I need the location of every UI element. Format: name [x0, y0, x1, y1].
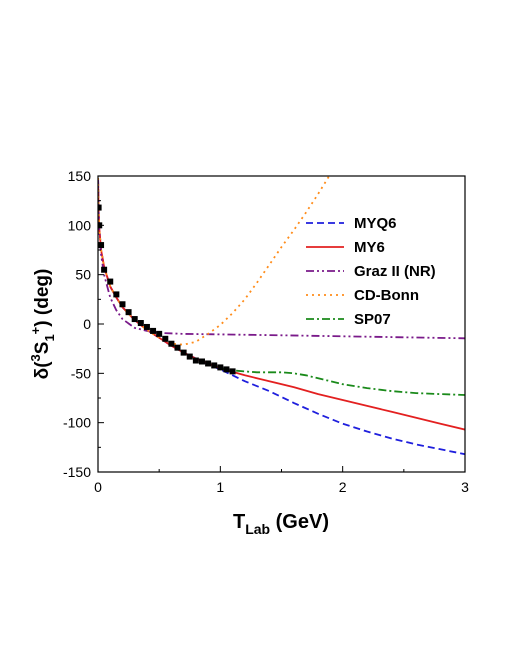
data-point	[98, 242, 105, 249]
data-point	[101, 266, 108, 273]
data-point	[98, 204, 102, 211]
legend-label-my6: MY6	[354, 239, 385, 256]
y-tick-label: 150	[68, 168, 92, 184]
x-tick-label: 2	[339, 479, 347, 495]
data-point	[211, 362, 218, 369]
data-point	[205, 360, 212, 367]
data-point	[143, 323, 150, 330]
series-layer	[98, 176, 465, 456]
series-line-sp07	[220, 367, 465, 396]
y-tick-label: 50	[75, 267, 91, 283]
y-tick-label: -50	[71, 365, 91, 381]
data-point	[223, 366, 230, 373]
x-tick-label: 1	[216, 479, 224, 495]
y-tick-label: -100	[63, 415, 91, 431]
data-point	[186, 353, 193, 360]
legend-label-sp07: SP07	[354, 311, 391, 328]
data-point	[119, 301, 126, 308]
data-point	[131, 316, 138, 323]
data-point	[107, 278, 114, 285]
x-axis-title: TLab (GeV)	[233, 511, 329, 537]
data-point	[180, 349, 187, 356]
data-point	[168, 340, 175, 347]
x-tick-label: 0	[94, 479, 102, 495]
data-point	[137, 320, 144, 327]
y-tick-label: -150	[63, 464, 91, 480]
legend-label-myq6: MYQ6	[354, 215, 397, 232]
y-tick-label: 100	[68, 217, 92, 233]
data-point	[217, 364, 224, 371]
data-point	[150, 327, 157, 334]
series-line-cd-bonn	[98, 176, 331, 346]
data-point	[162, 335, 169, 342]
data-point	[229, 368, 236, 375]
x-tick-label: 3	[461, 479, 469, 495]
data-point	[192, 357, 199, 364]
data-point	[113, 291, 120, 298]
y-axis-title: δ(3S1+) (deg)	[28, 269, 57, 380]
y-tick-label: 0	[83, 316, 91, 332]
data-point	[125, 309, 132, 316]
data-point	[156, 330, 163, 337]
legend-label-graz-ii-nr: Graz II (NR)	[354, 263, 436, 280]
data-point	[198, 358, 205, 365]
data-point	[174, 344, 181, 351]
series-line-myq6	[98, 177, 465, 456]
ticks-layer: 0 1 2 3 -150 -100 -50 0 50 100 150	[63, 168, 469, 495]
data-points-layer	[98, 204, 236, 375]
legend: MYQ6 MY6 Graz II (NR) CD-Bonn SP07	[306, 215, 436, 328]
series-line-graz-ii-nr	[98, 179, 465, 340]
legend-label-cd-bonn: CD-Bonn	[354, 287, 419, 304]
plot-frame	[97, 175, 466, 473]
